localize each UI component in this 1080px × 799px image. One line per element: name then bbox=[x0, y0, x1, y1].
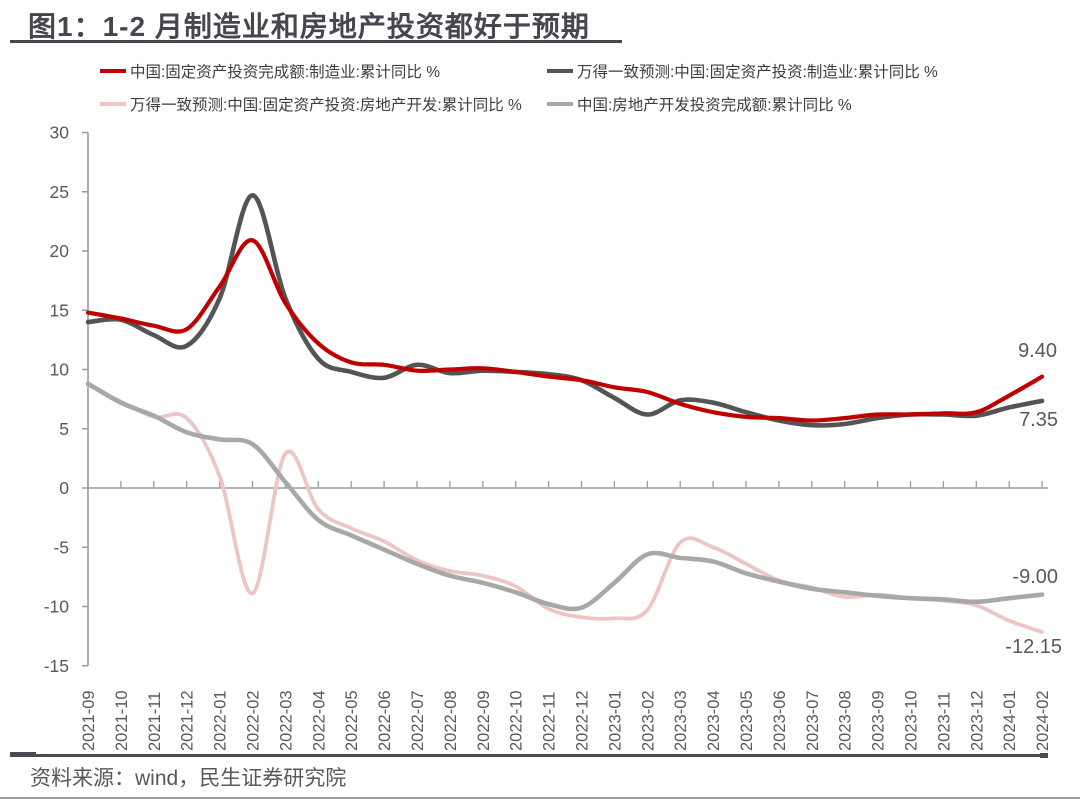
x-tick-label: 2022-02 bbox=[245, 690, 263, 751]
x-tick-label: 2023-11 bbox=[935, 692, 953, 751]
x-tick-label: 2022-04 bbox=[310, 690, 328, 751]
source-text: 资料来源：wind，民生证券研究院 bbox=[30, 767, 347, 790]
x-tick-label: 2024-01 bbox=[1001, 690, 1019, 751]
x-tick-label: 2022-03 bbox=[277, 690, 295, 751]
x-tick-label: 2022-11 bbox=[541, 692, 559, 751]
legend-swatch-re-forecast bbox=[100, 102, 126, 106]
y-tick-label: -15 bbox=[44, 656, 69, 676]
y-tick-label: -10 bbox=[44, 597, 70, 617]
series-line-2 bbox=[86, 383, 1044, 634]
y-tick-label: 25 bbox=[50, 182, 69, 202]
x-tick-label: 2023-08 bbox=[837, 690, 855, 751]
x-tick-label: 2023-05 bbox=[738, 690, 756, 751]
x-tick-label: 2023-06 bbox=[771, 690, 789, 751]
chart-title: 图1：1-2 月制造业和房地产投资都好于预期 bbox=[28, 11, 590, 42]
end-label-mfg-forecast: 7.35 bbox=[1019, 409, 1058, 431]
x-tick-label: 2022-12 bbox=[574, 690, 592, 751]
legend-label-mfg-actual: 中国:固定资产投资完成额:制造业:累计同比 % bbox=[130, 64, 441, 81]
y-tick-label: 0 bbox=[59, 478, 69, 498]
y-tick-label: 5 bbox=[59, 419, 69, 439]
x-tick-label: 2024-02 bbox=[1034, 690, 1052, 751]
legend-item-mfg-actual: 中国:固定资产投资完成额:制造业:累计同比 % bbox=[100, 60, 547, 82]
x-tick-label: 2022-05 bbox=[343, 690, 361, 751]
end-label-mfg-actual: 9.40 bbox=[1018, 340, 1057, 362]
source-divider-right-cap bbox=[1040, 753, 1048, 758]
legend-swatch-mfg-actual bbox=[100, 69, 126, 73]
series-line-1 bbox=[85, 193, 1045, 428]
x-tick-label: 2022-07 bbox=[409, 690, 427, 751]
source-divider bbox=[10, 754, 1048, 757]
series-line-0 bbox=[85, 238, 1045, 423]
legend-label-re-forecast: 万得一致预测:中国:固定资产投资:房地产开发:累计同比 % bbox=[130, 97, 522, 114]
source-divider-left-cap bbox=[10, 752, 36, 756]
legend: 中国:固定资产投资完成额:制造业:累计同比 % 万得一致预测:中国:固定资产投资… bbox=[100, 60, 1040, 115]
x-tick-label: 2021-10 bbox=[113, 690, 131, 751]
end-label-re-actual: -9.00 bbox=[1012, 566, 1058, 588]
title-underline bbox=[10, 40, 622, 43]
x-tick-label: 2022-09 bbox=[475, 690, 493, 751]
y-tick-label: 15 bbox=[50, 300, 69, 320]
legend-swatch-mfg-forecast bbox=[547, 69, 573, 73]
x-tick-label: 2022-08 bbox=[442, 690, 460, 751]
x-tick-label: 2022-06 bbox=[376, 690, 394, 751]
y-tick-label: 10 bbox=[50, 360, 70, 380]
legend-label-mfg-forecast: 万得一致预测:中国:固定资产投资:制造业:累计同比 % bbox=[577, 64, 938, 81]
legend-label-re-actual: 中国:房地产开发投资完成额:累计同比 % bbox=[577, 97, 852, 114]
legend-row-1: 中国:固定资产投资完成额:制造业:累计同比 % 万得一致预测:中国:固定资产投资… bbox=[100, 60, 1040, 82]
page-bottom-rule bbox=[0, 797, 1080, 799]
x-tick-label: 2023-09 bbox=[870, 690, 888, 751]
x-tick-label: 2023-03 bbox=[672, 690, 690, 751]
x-tick-label: 2023-02 bbox=[639, 690, 657, 751]
legend-item-mfg-forecast: 万得一致预测:中国:固定资产投资:制造业:累计同比 % bbox=[547, 60, 938, 82]
series-line-3 bbox=[85, 381, 1045, 612]
x-tick-label: 2022-10 bbox=[508, 690, 526, 751]
x-tick-label: 2023-01 bbox=[606, 690, 624, 751]
x-tick-label: 2022-01 bbox=[212, 690, 230, 751]
legend-item-re-forecast: 万得一致预测:中国:固定资产投资:房地产开发:累计同比 % bbox=[100, 93, 547, 115]
x-tick-label: 2023-12 bbox=[968, 690, 986, 751]
legend-row-2: 万得一致预测:中国:固定资产投资:房地产开发:累计同比 % 中国:房地产开发投资… bbox=[100, 93, 1040, 115]
y-tick-label: 20 bbox=[50, 241, 70, 261]
x-tick-label: 2023-04 bbox=[705, 690, 723, 751]
x-tick-label: 2021-09 bbox=[80, 690, 98, 751]
end-label-re-forecast: -12.15 bbox=[1005, 636, 1062, 658]
legend-item-re-actual: 中国:房地产开发投资完成额:累计同比 % bbox=[547, 93, 852, 115]
y-tick-label: -5 bbox=[53, 537, 69, 557]
x-tick-label: 2023-10 bbox=[903, 690, 921, 751]
legend-swatch-re-actual bbox=[547, 102, 573, 106]
x-tick-label: 2023-07 bbox=[804, 690, 822, 751]
x-tick-label: 2021-12 bbox=[179, 690, 197, 751]
x-tick-label: 2021-11 bbox=[146, 692, 164, 751]
y-tick-label: 30 bbox=[50, 123, 70, 143]
